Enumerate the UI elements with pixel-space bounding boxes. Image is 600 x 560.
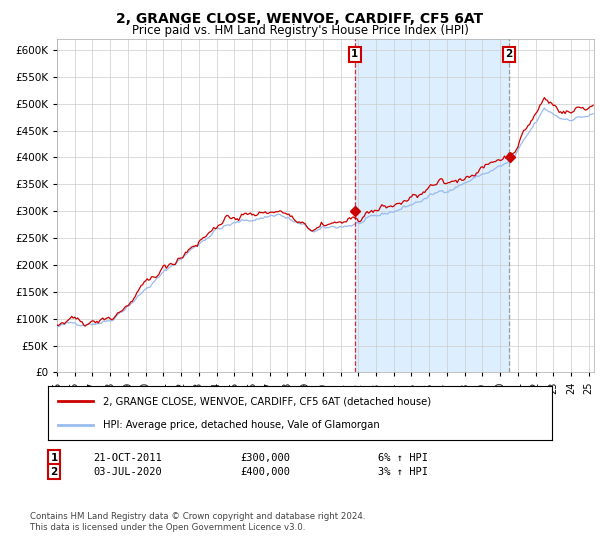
Text: 3% ↑ HPI: 3% ↑ HPI <box>378 466 428 477</box>
Text: Price paid vs. HM Land Registry's House Price Index (HPI): Price paid vs. HM Land Registry's House … <box>131 24 469 36</box>
Text: £300,000: £300,000 <box>240 452 290 463</box>
Text: 2, GRANGE CLOSE, WENVOE, CARDIFF, CF5 6AT (detached house): 2, GRANGE CLOSE, WENVOE, CARDIFF, CF5 6A… <box>103 396 431 407</box>
Text: 1: 1 <box>50 452 58 463</box>
Bar <box>355 39 509 372</box>
Text: 2: 2 <box>505 49 512 59</box>
Text: 2: 2 <box>50 466 58 477</box>
Text: HPI: Average price, detached house, Vale of Glamorgan: HPI: Average price, detached house, Vale… <box>103 419 380 430</box>
Text: 2, GRANGE CLOSE, WENVOE, CARDIFF, CF5 6AT: 2, GRANGE CLOSE, WENVOE, CARDIFF, CF5 6A… <box>116 12 484 26</box>
Text: 6% ↑ HPI: 6% ↑ HPI <box>378 452 428 463</box>
Text: £400,000: £400,000 <box>240 466 290 477</box>
Text: Contains HM Land Registry data © Crown copyright and database right 2024.
This d: Contains HM Land Registry data © Crown c… <box>30 512 365 532</box>
Text: 1: 1 <box>351 49 358 59</box>
Text: 03-JUL-2020: 03-JUL-2020 <box>93 466 162 477</box>
Text: 21-OCT-2011: 21-OCT-2011 <box>93 452 162 463</box>
